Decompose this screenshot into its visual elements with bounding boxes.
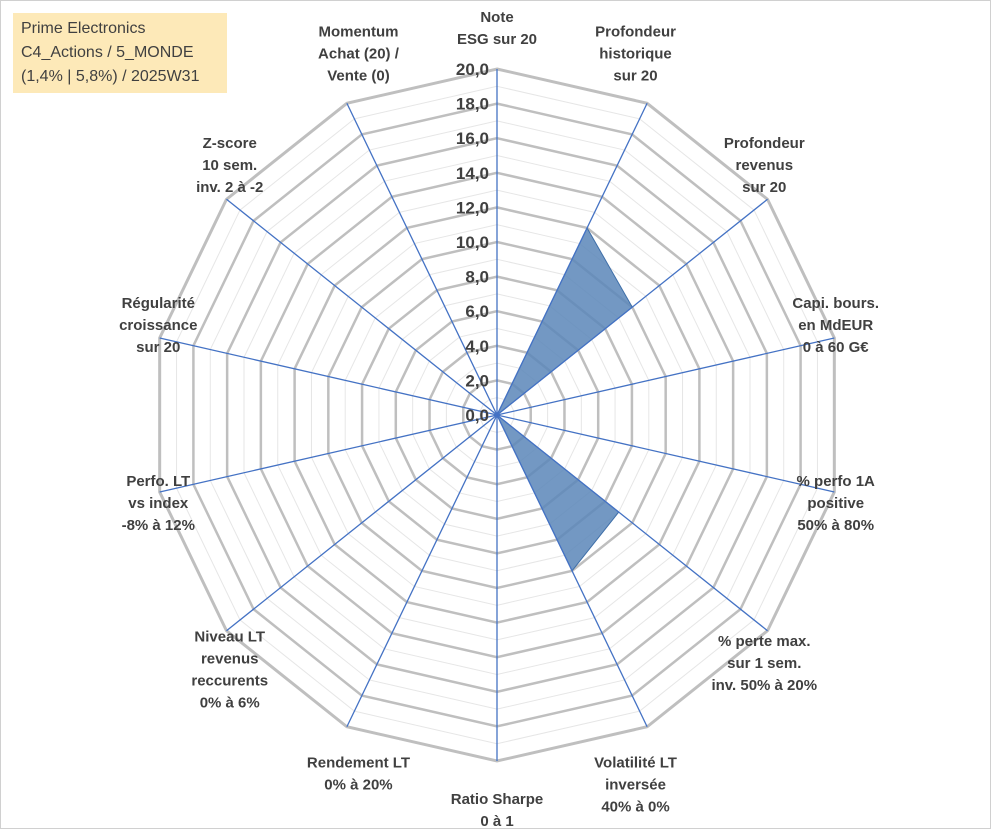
spoke-line bbox=[159, 414, 498, 493]
axis-label: Capi. bours. en MdEUR 0 à 60 G€ bbox=[792, 295, 879, 356]
axis-label-line: Rendement LT bbox=[307, 754, 410, 771]
axis-label-line: % perfo 1A bbox=[797, 473, 876, 490]
axis-label-line: % perte max. bbox=[718, 633, 811, 650]
axis-label-line: sur 20 bbox=[136, 339, 180, 356]
axis-label: Perfo. LT vs index -8% à 12% bbox=[122, 473, 195, 534]
axis-label-line: Régularité bbox=[122, 295, 195, 312]
axis-label-line: positive bbox=[807, 495, 864, 512]
spoke-line bbox=[226, 414, 498, 632]
spoke-line bbox=[159, 337, 498, 416]
spoke-line bbox=[496, 414, 648, 728]
axis-label-line: 50% à 80% bbox=[797, 517, 874, 534]
axis-label-line: 10 sem. bbox=[202, 157, 257, 174]
axis-label-line: Perfo. LT bbox=[126, 473, 190, 490]
axis-label-line: inv. 2 à -2 bbox=[196, 179, 263, 196]
spoke-line bbox=[346, 102, 498, 416]
axis-label: Régularité croissance sur 20 bbox=[119, 295, 197, 356]
axis-label: Ratio Sharpe 0 à 1 bbox=[451, 791, 544, 828]
axis-label-line: Ratio Sharpe bbox=[451, 791, 544, 808]
axis-label-line: 40% à 0% bbox=[601, 798, 669, 815]
axis-label-line: ESG sur 20 bbox=[457, 31, 537, 48]
axis-label-line: 0 à 60 G€ bbox=[803, 339, 870, 356]
tick-label: 4,0 bbox=[465, 337, 489, 356]
spoke-line bbox=[226, 198, 498, 416]
axis-label-line: croissance bbox=[119, 317, 197, 334]
spoke-line bbox=[496, 198, 768, 416]
axis-label-line: -8% à 12% bbox=[122, 517, 195, 534]
axis-label: Niveau LT revenus reccurents 0% à 6% bbox=[191, 628, 268, 711]
axis-label: Momentum Achat (20) / Vente (0) bbox=[318, 24, 400, 85]
spoke-line bbox=[496, 102, 648, 416]
axis-label-line: Z-score bbox=[203, 135, 257, 152]
axis-label: Volatilité LT inversée 40% à 0% bbox=[594, 754, 677, 815]
tick-label: 2,0 bbox=[465, 371, 489, 390]
axis-label-line: Note bbox=[480, 9, 513, 26]
axis-label-line: 0 à 1 bbox=[480, 813, 513, 828]
info-line-category: C4_Actions / 5_MONDE bbox=[21, 44, 194, 61]
axis-label-line: Volatilité LT bbox=[594, 754, 677, 771]
axis-label-line: historique bbox=[599, 46, 672, 63]
tick-label: 20,0 bbox=[456, 60, 489, 79]
axis-label-line: Profondeur bbox=[724, 135, 805, 152]
spoke-line bbox=[496, 414, 768, 632]
tick-label: 14,0 bbox=[456, 164, 489, 183]
axis-label: Note ESG sur 20 bbox=[457, 9, 537, 48]
axis-label-line: en MdEUR bbox=[798, 317, 873, 334]
spoke-line bbox=[346, 414, 498, 728]
axis-label: Z-score 10 sem. inv. 2 à -2 bbox=[196, 135, 263, 196]
axis-label-line: sur 20 bbox=[742, 179, 786, 196]
info-line-stats: (1,4% | 5,8%) / 2025W31 bbox=[21, 68, 200, 85]
tick-label: 0,0 bbox=[465, 406, 489, 425]
axis-label-line: Momentum bbox=[318, 24, 398, 41]
info-line-company: Prime Electronics bbox=[21, 20, 146, 37]
axis-label-line: Achat (20) / bbox=[318, 46, 400, 63]
axis-label-line: vs index bbox=[128, 495, 189, 512]
axis-label-line: revenus bbox=[736, 157, 794, 174]
tick-label: 10,0 bbox=[456, 233, 489, 252]
axis-label-line: Profondeur bbox=[595, 24, 676, 41]
axis-label-line: Vente (0) bbox=[327, 68, 390, 85]
axis-label-line: inv. 50% à 20% bbox=[711, 677, 817, 694]
tick-label: 6,0 bbox=[465, 302, 489, 321]
axis-label-line: sur 1 sem. bbox=[727, 655, 801, 672]
spoke-line bbox=[496, 414, 835, 493]
axis-label: Profondeur revenus sur 20 bbox=[724, 135, 805, 196]
axis-label: % perfo 1A positive 50% à 80% bbox=[797, 473, 876, 534]
spoke-line bbox=[496, 337, 835, 416]
axis-label-line: reccurents bbox=[191, 672, 268, 689]
tick-label: 18,0 bbox=[456, 95, 489, 114]
axis-label-line: Niveau LT bbox=[194, 628, 265, 645]
axis-label-line: 0% à 6% bbox=[200, 694, 260, 711]
tick-label: 8,0 bbox=[465, 268, 489, 287]
axis-label-line: revenus bbox=[201, 650, 259, 667]
axis-label-line: Capi. bours. bbox=[792, 295, 879, 312]
axis-label-line: inversée bbox=[605, 776, 666, 793]
axis-label: Rendement LT 0% à 20% bbox=[307, 754, 410, 793]
axis-label: % perte max. sur 1 sem. inv. 50% à 20% bbox=[711, 633, 817, 694]
tick-label: 12,0 bbox=[456, 198, 489, 217]
axis-label-line: sur 20 bbox=[613, 68, 657, 85]
axis-label-line: 0% à 20% bbox=[324, 776, 392, 793]
info-box: Prime Electronics C4_Actions / 5_MONDE (… bbox=[13, 13, 227, 93]
tick-label: 16,0 bbox=[456, 129, 489, 148]
axis-label: Profondeur historique sur 20 bbox=[595, 24, 676, 85]
